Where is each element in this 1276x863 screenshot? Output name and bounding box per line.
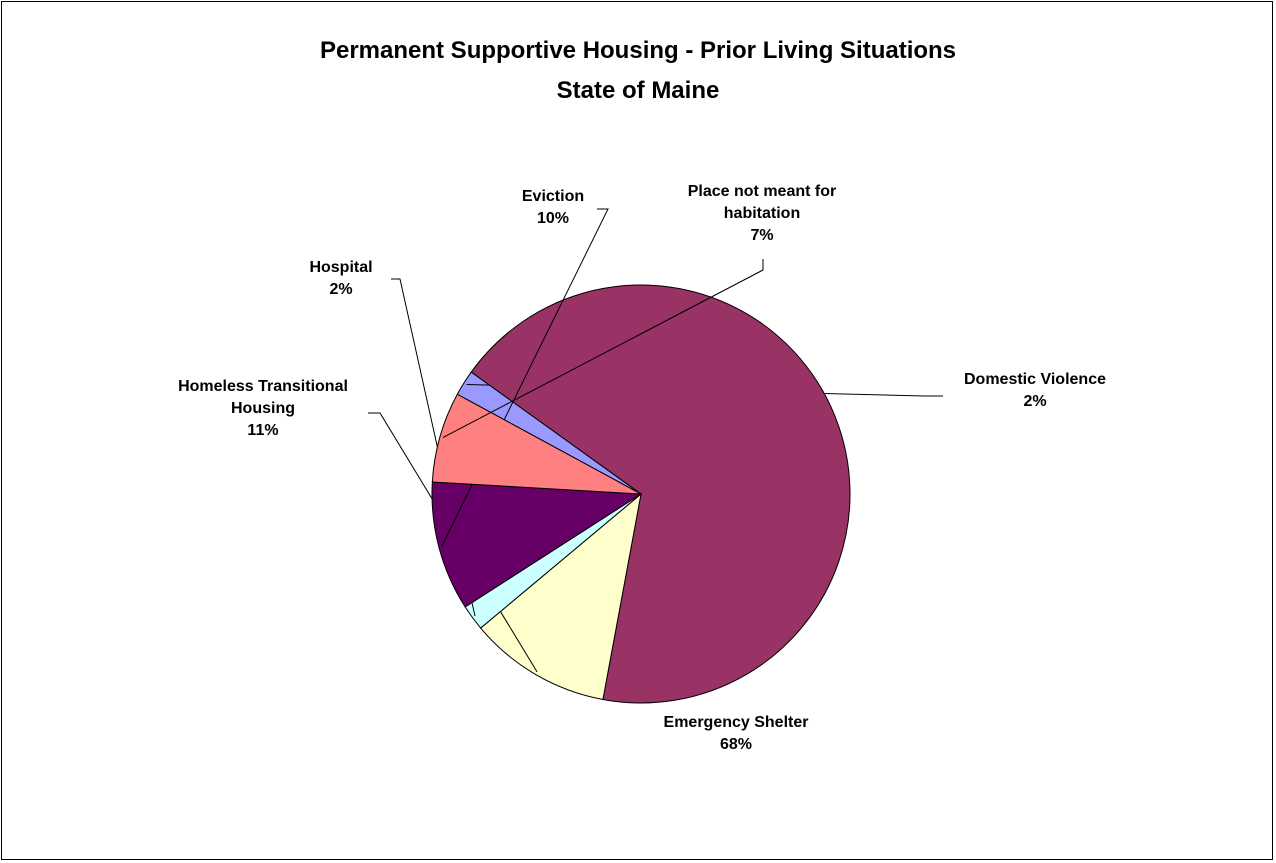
slice-percent: 10% — [537, 210, 569, 227]
slice-name-line: Homeless Transitional — [178, 378, 348, 395]
slice-name-line: Domestic Violence — [964, 371, 1106, 388]
slice-label-hosp: Hospital 2% — [309, 259, 372, 298]
chart-subtitle: State of Maine — [556, 77, 720, 104]
slice-percent: 2% — [1023, 393, 1046, 410]
slice-label-htr: Homeless Transitional Housing 11% — [178, 378, 348, 439]
slice-label-dv: Domestic Violence 2% — [964, 371, 1106, 410]
slice-label-es: Emergency Shelter 68% — [664, 714, 809, 753]
slice-percent: 11% — [247, 422, 278, 439]
slice-name-line: Emergency Shelter — [664, 714, 809, 731]
slice-name-line: Housing — [231, 400, 295, 417]
chart-title: Permanent Supportive Housing - Prior Liv… — [319, 37, 957, 64]
pie-slice-htr — [479, 492, 642, 701]
pie-slice-place — [431, 393, 642, 495]
slice-label-evic: Eviction 10% — [522, 188, 584, 227]
slice-label-place: Place not meant for habitation 7% — [688, 183, 836, 244]
slice-name-line: habitation — [724, 205, 800, 222]
slice-percent: 7% — [750, 227, 773, 244]
leader-line-place — [442, 259, 764, 439]
pie-slice-evic — [431, 481, 643, 608]
slice-name-line: Eviction — [522, 188, 584, 205]
slice-percent: 68% — [720, 736, 752, 753]
slice-name-line: Place not meant for — [688, 183, 836, 200]
pie-slice-es — [470, 284, 851, 704]
slice-percent: 2% — [329, 281, 352, 298]
slice-name-line: Hospital — [309, 259, 372, 276]
